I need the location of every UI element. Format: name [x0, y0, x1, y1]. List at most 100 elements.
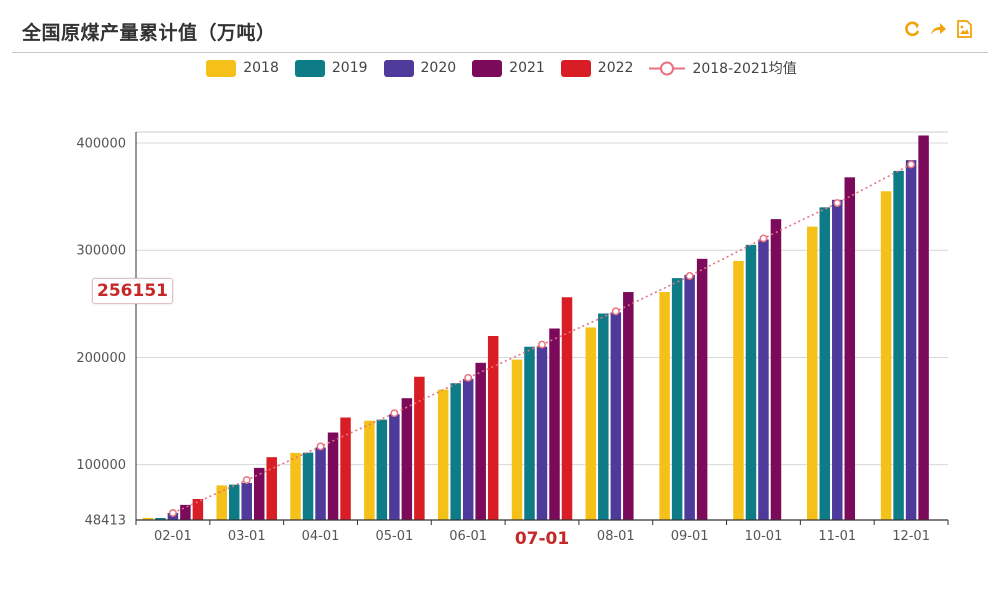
legend-swatch	[560, 59, 591, 77]
legend-swatch	[383, 59, 414, 77]
bar-2020-04-01	[315, 447, 326, 520]
bar-2018-08-01	[585, 327, 597, 520]
refresh-icon[interactable]	[903, 20, 921, 38]
average-point	[833, 199, 842, 207]
toolbar	[903, 20, 973, 38]
bar-2018-03-01	[216, 485, 227, 520]
bar-series	[142, 135, 929, 521]
bar-2021-04-01	[327, 432, 339, 520]
bar-2020-11-01	[832, 199, 843, 521]
chart-title: 全国原煤产量累计值（万吨）	[22, 22, 276, 44]
bar-2018-12-01	[880, 191, 892, 521]
bar-2021-07-01	[549, 328, 560, 520]
bar-2021-05-01	[401, 398, 413, 520]
bar-2021-02-01	[180, 504, 191, 520]
bar-2021-10-01	[770, 219, 782, 520]
bar-2022-04-01	[340, 417, 351, 520]
y-tick-label: 400000	[76, 137, 126, 152]
bar-2021-03-01	[253, 467, 265, 520]
x-tick-label: 12-01	[892, 529, 930, 544]
axis-pointer-value: 256151	[92, 278, 173, 304]
bar-2019-07-01	[524, 346, 535, 520]
legend-label: 2022	[597, 60, 634, 76]
x-tick-label: 03-01	[228, 529, 266, 544]
bar-2022-03-01	[266, 457, 277, 520]
legend-item-2018[interactable]: 2018	[206, 59, 279, 77]
x-tick-label: 10-01	[745, 529, 783, 544]
legend-item-2022[interactable]: 2022	[560, 59, 634, 77]
bar-2018-11-01	[807, 226, 818, 520]
x-tick-label: 11-01	[818, 529, 856, 544]
x-tick-label: 04-01	[302, 529, 340, 544]
bar-2020-07-01	[536, 346, 548, 520]
x-tick-label: 02-01	[154, 529, 192, 544]
average-point	[907, 160, 916, 169]
bar-2020-06-01	[462, 378, 474, 520]
x-tick-label: 09-01	[671, 529, 709, 544]
bar-2020-03-01	[241, 483, 252, 520]
legend: 2018 2019 2020 2021 2022 2018-2021均值	[0, 58, 1003, 78]
legend-item-2021[interactable]: 2021	[472, 59, 545, 77]
bar-2022-07-01	[561, 297, 573, 520]
bar-2022-06-01	[487, 336, 499, 520]
bar-2019-11-01	[819, 207, 831, 520]
bar-2020-08-01	[610, 312, 622, 520]
chart-header: 全国原煤产量累计值（万吨）	[0, 0, 1003, 53]
legend-item-2020[interactable]: 2020	[383, 59, 457, 77]
bar-2020-12-01	[905, 160, 917, 520]
bar-2018-06-01	[437, 389, 449, 520]
header-divider	[12, 52, 988, 53]
save-image-icon[interactable]	[955, 20, 973, 38]
bar-2018-07-01	[511, 359, 523, 520]
axes	[135, 132, 949, 525]
legend-item-2019[interactable]: 2019	[294, 59, 368, 77]
bar-2018-05-01	[364, 420, 375, 520]
bar-2021-08-01	[623, 292, 634, 520]
average-point	[242, 476, 251, 484]
y-tick-label: 200000	[76, 351, 126, 366]
legend-line-swatch	[649, 61, 686, 75]
bar-2019-08-01	[598, 313, 609, 520]
bar-2018-09-01	[659, 292, 670, 520]
bar-2020-10-01	[758, 239, 769, 520]
average-point	[759, 234, 768, 243]
x-tick-label: 05-01	[375, 529, 413, 544]
bar-2019-12-01	[893, 170, 904, 520]
bar-2018-04-01	[290, 452, 301, 520]
average-point	[316, 442, 325, 451]
legend-item-average[interactable]: 2018-2021均值	[649, 58, 797, 78]
bar-2018-02-01	[142, 517, 154, 520]
bar-2019-09-01	[671, 278, 683, 520]
y-axis-ticks: 48413 100000 200000 300000 400000	[76, 137, 126, 529]
x-tick-label: 07-01	[515, 529, 569, 549]
legend-label: 2018-2021均值	[692, 61, 797, 77]
bar-2018-10-01	[733, 260, 744, 520]
bar-2019-04-01	[302, 452, 314, 520]
bar-2019-03-01	[228, 484, 240, 520]
legend-label: 2020	[420, 60, 457, 76]
average-line	[168, 160, 916, 517]
bar-2021-09-01	[696, 258, 708, 520]
bar-2020-09-01	[684, 274, 695, 520]
average-point	[685, 272, 694, 280]
average-point	[168, 508, 177, 517]
bar-2021-12-01	[918, 135, 929, 521]
y-tick-label: 100000	[76, 458, 126, 473]
average-point	[538, 340, 546, 349]
legend-swatch	[294, 59, 325, 77]
legend-label: 2018	[243, 60, 279, 76]
share-icon[interactable]	[929, 20, 947, 38]
bar-2021-11-01	[844, 177, 856, 520]
average-point	[464, 373, 473, 382]
legend-swatch	[206, 59, 237, 77]
legend-label: 2019	[331, 60, 368, 76]
average-point	[611, 307, 620, 316]
bar-2019-06-01	[450, 383, 461, 520]
bar-2019-05-01	[376, 419, 388, 520]
legend-swatch	[472, 59, 503, 77]
bar-2019-02-01	[155, 517, 166, 520]
bar-2022-02-01	[192, 498, 204, 520]
bar-2021-06-01	[475, 362, 486, 520]
average-point	[390, 409, 399, 418]
